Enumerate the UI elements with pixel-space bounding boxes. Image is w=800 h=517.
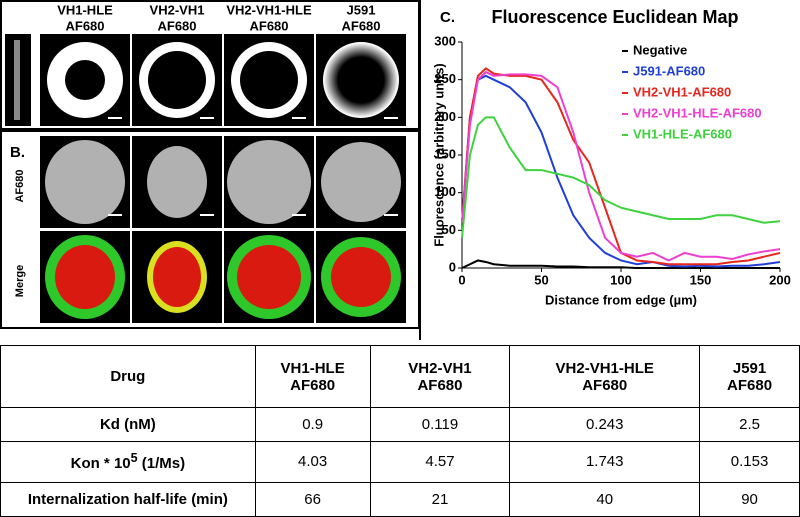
header-line: VH2-VH1-HLE bbox=[555, 359, 654, 377]
row-label: Kon * 105 (1/Ms) bbox=[0, 440, 256, 484]
series-line bbox=[461, 74, 781, 268]
stained-tissue bbox=[227, 140, 311, 224]
y-axis-label: Fluorescence (arbitrary units) bbox=[431, 63, 446, 247]
ring bbox=[323, 42, 399, 118]
data-table: Drug VH1-HLE AF680 VH2-VH1 AF680 VH2-VH1-H… bbox=[0, 345, 800, 517]
cell: 90 bbox=[699, 482, 800, 517]
cell: 0.119 bbox=[369, 407, 511, 442]
row-label-text: Kd (nM) bbox=[99, 415, 156, 433]
column-label: J591 bbox=[347, 2, 376, 17]
cell: 0.243 bbox=[509, 407, 701, 442]
stained-tissue bbox=[147, 146, 207, 218]
panel-label: C. bbox=[440, 9, 455, 26]
column-label: VH1-HLE bbox=[57, 2, 113, 17]
y-tick-label: 150 bbox=[434, 146, 456, 161]
cell: 2.5 bbox=[699, 407, 800, 442]
panel-label: B. bbox=[10, 144, 25, 161]
x-tick-label: 100 bbox=[610, 272, 632, 287]
cell: 0.9 bbox=[254, 407, 371, 442]
header-cell: VH2-VH1 AF680 bbox=[369, 345, 511, 408]
header-line: AF680 bbox=[582, 376, 628, 394]
column-label: AF680 bbox=[65, 18, 104, 33]
column-label: VH2-VH1-HLE bbox=[226, 2, 312, 17]
column-label: AF680 bbox=[341, 18, 380, 33]
header-line: VH1-HLE bbox=[280, 359, 345, 377]
y-tick-label: 200 bbox=[434, 109, 456, 124]
header-cell: Drug bbox=[0, 345, 256, 408]
merge-red bbox=[153, 247, 201, 307]
cell: 0.153 bbox=[699, 440, 800, 484]
series-line bbox=[461, 259, 780, 269]
x-tick-label: 150 bbox=[690, 272, 712, 287]
ring-core bbox=[148, 51, 206, 109]
figure: A. B. C. VH1-HLEAF680VH2-VH1AF680VH2-VH1… bbox=[0, 0, 791, 340]
cell: 66 bbox=[254, 482, 371, 517]
row-label: AF680 bbox=[14, 169, 26, 202]
chart-title: Fluorescence Euclidean Map bbox=[491, 7, 738, 27]
header-line: AF680 bbox=[727, 376, 773, 394]
x-axis-label: Distance from edge (µm) bbox=[545, 292, 697, 307]
row-label: Internalization half-life (min) bbox=[0, 482, 256, 517]
y-tick-label: 50 bbox=[442, 222, 456, 237]
cell: 1.743 bbox=[509, 440, 701, 484]
superscript: 5 bbox=[130, 451, 138, 466]
stained-tissue bbox=[321, 142, 401, 222]
x-tick-label: 200 bbox=[769, 272, 791, 287]
row-label: Merge bbox=[14, 265, 26, 297]
row-label: Kd (nM) bbox=[0, 407, 256, 442]
row-label-text: Internalization half-life (min) bbox=[27, 491, 228, 509]
column-label: AF680 bbox=[157, 18, 196, 33]
header-line: J591 bbox=[732, 359, 767, 377]
scale-gradient bbox=[14, 40, 20, 120]
legend-label: VH2-VH1-AF680 bbox=[633, 84, 731, 99]
cell: 4.03 bbox=[254, 440, 371, 484]
series-line bbox=[461, 70, 781, 262]
ring-core bbox=[240, 51, 298, 109]
series-line bbox=[461, 67, 781, 266]
header-cell: VH2-VH1-HLE AF680 bbox=[509, 345, 701, 408]
legend-label: Negative bbox=[633, 42, 687, 57]
cell: 4.57 bbox=[369, 440, 511, 484]
header-line: AF680 bbox=[290, 376, 336, 394]
merge-red bbox=[55, 245, 115, 309]
column-label: AF680 bbox=[249, 18, 288, 33]
ring-core bbox=[65, 60, 105, 100]
merge-red bbox=[331, 247, 391, 307]
header-line: AF680 bbox=[417, 376, 463, 394]
column-label: VH2-VH1 bbox=[150, 2, 205, 17]
row-label-text: Kon * 10 bbox=[70, 455, 131, 473]
cell: 21 bbox=[369, 482, 511, 517]
merge-red bbox=[237, 245, 301, 309]
cell: 40 bbox=[509, 482, 701, 517]
series-line bbox=[461, 116, 781, 238]
header-cell: J591 AF680 bbox=[699, 345, 800, 408]
legend-label: VH1-HLE-AF680 bbox=[633, 126, 732, 141]
legend-label: J591-AF680 bbox=[633, 63, 705, 78]
header-cell: VH1-HLE AF680 bbox=[254, 345, 371, 408]
x-tick-label: 0 bbox=[458, 272, 465, 287]
y-tick-label: 300 bbox=[434, 33, 456, 48]
row-label-text: (1/Ms) bbox=[137, 455, 186, 473]
y-tick-label: 0 bbox=[449, 259, 456, 274]
y-tick-label: 250 bbox=[434, 71, 456, 86]
x-tick-label: 50 bbox=[534, 272, 548, 287]
header-line: VH2-VH1 bbox=[408, 359, 472, 377]
stained-tissue bbox=[45, 140, 125, 224]
y-tick-label: 100 bbox=[434, 184, 456, 199]
legend-label: VH2-VH1-HLE-AF680 bbox=[633, 105, 762, 120]
